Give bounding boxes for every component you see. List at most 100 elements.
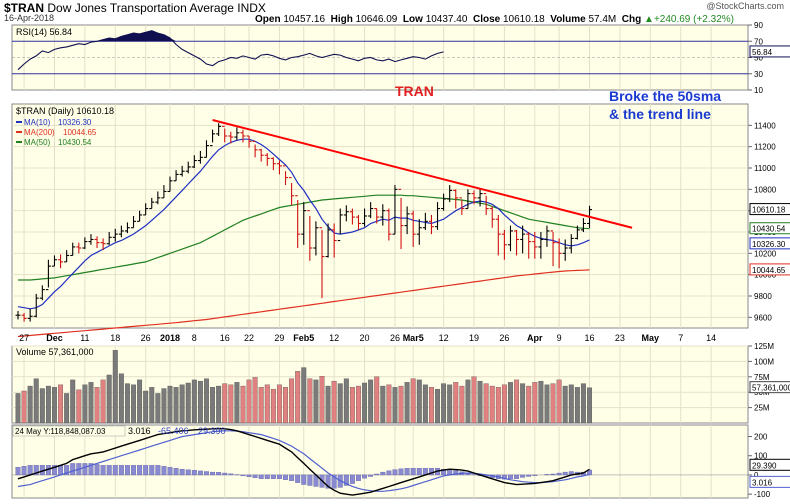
volume-bar xyxy=(173,387,179,424)
pmo-histogram-bar xyxy=(331,474,337,489)
price-last-label: 10610.18 xyxy=(752,206,786,215)
volume-bar xyxy=(197,380,203,424)
pmo-histogram-bar xyxy=(27,465,33,476)
price-axis-tick-label: 10800 xyxy=(754,185,777,194)
pmo-histogram-bar xyxy=(197,470,203,476)
high-label: High xyxy=(330,14,353,25)
pmo-histogram-bar xyxy=(550,473,556,476)
volume-bar xyxy=(392,387,398,424)
volume-bar xyxy=(185,382,191,424)
volume-bar xyxy=(544,384,550,424)
pmo-histogram-bar xyxy=(520,474,526,478)
close-value: 10610.18 xyxy=(502,14,545,25)
volume-bar xyxy=(410,378,416,424)
volume-bar xyxy=(124,383,130,424)
pmo-histogram-bar xyxy=(21,466,27,476)
volume-bar xyxy=(15,393,21,424)
pmo-histogram-bar xyxy=(216,472,222,476)
ma10-line xyxy=(17,138,590,310)
volume-bar xyxy=(483,383,489,424)
volume-bar xyxy=(210,387,216,424)
pmo-histogram-bar xyxy=(356,474,361,481)
volume-bar xyxy=(459,385,465,424)
pmo-histogram-bar xyxy=(173,468,179,476)
tran-annotation: TRAN xyxy=(395,83,434,99)
x-tick-label: 26 xyxy=(141,333,151,343)
pmo-histogram-bar xyxy=(556,472,562,476)
volume-bar xyxy=(27,385,33,424)
pmo-histogram-bar xyxy=(33,465,39,476)
volume-bar xyxy=(538,380,544,424)
volume-bar xyxy=(514,379,520,424)
pmo-histogram-bar xyxy=(307,474,313,486)
volume-bar xyxy=(562,385,568,424)
pmo-histogram-bar xyxy=(210,471,216,476)
volume-bar xyxy=(258,387,264,424)
x-tick-label: 7 xyxy=(678,333,683,343)
open-value: 10457.16 xyxy=(283,14,326,25)
volume-bar xyxy=(52,387,57,424)
pmo-histogram-bar xyxy=(100,465,106,476)
volume-bar xyxy=(33,378,39,424)
volume-bar xyxy=(228,384,234,424)
pmo-macd-line xyxy=(17,427,590,496)
rsi-line xyxy=(17,30,444,71)
pmo-histogram-bar xyxy=(289,474,295,481)
volume-bar xyxy=(574,387,580,424)
legend-ma-value: 10044.65 xyxy=(63,128,97,137)
pmo-histogram-bar xyxy=(392,469,398,476)
ma200-line xyxy=(17,269,590,338)
pmo-legend-value: 29.390 xyxy=(198,426,226,436)
x-tick-label: 14 xyxy=(706,333,716,343)
x-tick-label: 29 xyxy=(274,333,284,343)
pmo-histogram-bar xyxy=(264,474,270,479)
pmo-histogram-bar xyxy=(106,465,112,476)
volume-last-label: 57,361,000 xyxy=(752,384,790,393)
rsi-last-label-box xyxy=(749,45,790,58)
x-tick-label: 8 xyxy=(192,333,197,343)
low-label: Low xyxy=(402,14,423,25)
pmo-histogram-bar xyxy=(88,463,94,476)
volume-bar xyxy=(252,377,258,424)
volume-bar xyxy=(204,378,209,424)
rsi-legend: RSI(14) 56.84 xyxy=(16,27,72,37)
volume-bar xyxy=(118,373,124,424)
x-tick-label: Feb5 xyxy=(293,333,314,343)
volume-bar xyxy=(137,379,143,424)
price-axis-tick-label: 11200 xyxy=(754,143,776,152)
volume-bar xyxy=(526,385,532,424)
pmo-histogram-bar xyxy=(295,474,301,483)
pmo-histogram-bar xyxy=(283,474,288,480)
price-last-label-box xyxy=(749,222,790,235)
volume-bar xyxy=(416,379,422,424)
pmo-last-label-box xyxy=(749,458,790,471)
pmo-histogram-bar xyxy=(185,469,191,476)
pmo-histogram-bar xyxy=(544,474,550,476)
pmo-histogram-bar xyxy=(441,469,447,476)
close-label: Close xyxy=(472,14,501,25)
index-name: Dow Jones Transportation Average INDX xyxy=(47,1,266,15)
pmo-histogram-bar xyxy=(526,474,532,477)
x-tick-label: 19 xyxy=(469,333,479,343)
pmo-histogram-bar xyxy=(155,465,161,476)
volume-bar xyxy=(380,385,386,424)
pmo-histogram-bar xyxy=(514,474,520,479)
rsi-axis-tick-label: 50 xyxy=(754,54,763,63)
pmo-histogram-bar xyxy=(131,465,136,476)
volume-bar xyxy=(349,387,355,424)
pmo-histogram-bar xyxy=(82,463,88,476)
price-last-label: 10430.54 xyxy=(752,225,786,234)
volume-bar xyxy=(94,387,100,424)
rsi-last-label: 56.84 xyxy=(752,48,773,57)
pmo-histogram-bar xyxy=(374,473,380,476)
x-tick-label: 22 xyxy=(244,333,254,343)
chg-text: +240.69 (+2.32%) xyxy=(653,14,734,25)
price-axis-tick-label: 9600 xyxy=(754,313,772,322)
volume-axis-tick-label: 25M xyxy=(754,404,770,413)
rsi-axis-tick-label: 70 xyxy=(754,37,763,46)
volume-last-label-box xyxy=(749,381,790,394)
pmo-histogram-bar xyxy=(124,465,130,476)
volume-bar xyxy=(64,393,70,424)
